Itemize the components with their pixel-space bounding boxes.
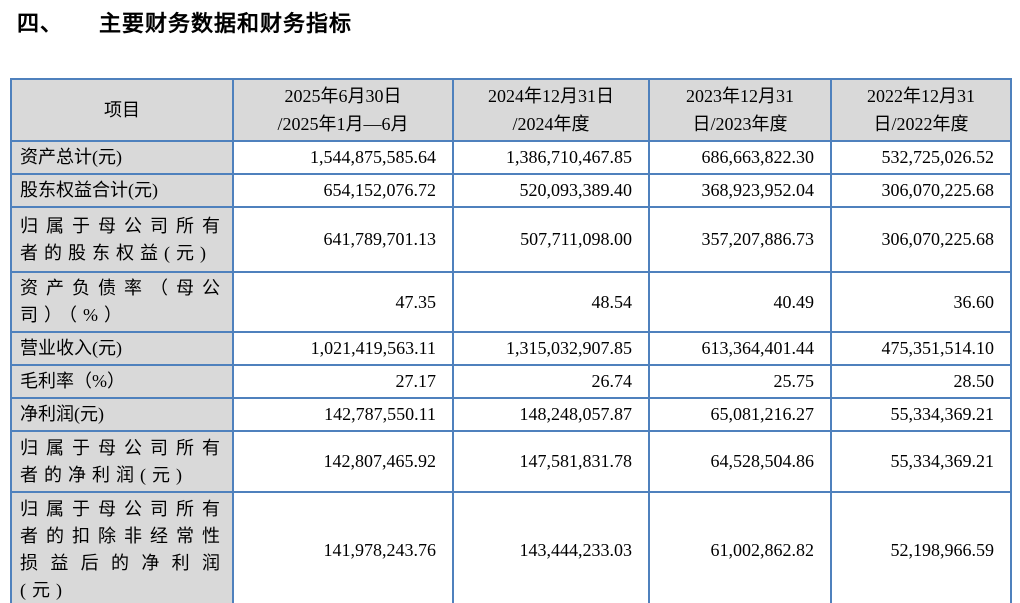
cell-value: 148,248,057.87 [452,397,650,432]
cell-value: 1,021,419,563.11 [232,331,454,366]
cell-value: 147,581,831.78 [452,430,650,493]
cell-value: 25.75 [648,364,832,399]
cell-value: 507,711,098.00 [452,206,650,273]
cell-value: 475,351,514.10 [830,331,1012,366]
row-label: 归属于母公司所有者的扣除非经常性损益后的净利润(元) [10,491,234,603]
table-row: 资产总计(元) 1,544,875,585.64 1,386,710,467.8… [10,140,1012,175]
cell-value: 686,663,822.30 [648,140,832,175]
cell-value: 641,789,701.13 [232,206,454,273]
cell-value: 40.49 [648,271,832,333]
table-row: 资产负债率（母公司）（%） 47.35 48.54 40.49 36.60 [10,271,1012,333]
cell-value: 306,070,225.68 [830,206,1012,273]
row-label: 资产负债率（母公司）（%） [10,271,234,333]
row-label: 股东权益合计(元) [10,173,234,208]
table-row: 净利润(元) 142,787,550.11 148,248,057.87 65,… [10,397,1012,432]
cell-value: 1,544,875,585.64 [232,140,454,175]
table-row: 营业收入(元) 1,021,419,563.11 1,315,032,907.8… [10,331,1012,366]
row-label: 归属于母公司所有者的净利润(元) [10,430,234,493]
column-header: 项目 [10,78,234,142]
table-row: 归属于母公司所有者的净利润(元) 142,807,465.92 147,581,… [10,430,1012,493]
cell-value: 55,334,369.21 [830,397,1012,432]
table-row: 毛利率（%） 27.17 26.74 25.75 28.50 [10,364,1012,399]
table-row: 归属于母公司所有者的股东权益(元) 641,789,701.13 507,711… [10,206,1012,273]
cell-value: 55,334,369.21 [830,430,1012,493]
cell-value: 654,152,076.72 [232,173,454,208]
column-header: 2022年12月31 日/2022年度 [830,78,1012,142]
row-label: 营业收入(元) [10,331,234,366]
cell-value: 26.74 [452,364,650,399]
cell-value: 48.54 [452,271,650,333]
cell-value: 27.17 [232,364,454,399]
column-header: 2023年12月31 日/2023年度 [648,78,832,142]
cell-value: 52,198,966.59 [830,491,1012,603]
cell-value: 1,315,032,907.85 [452,331,650,366]
cell-value: 613,364,401.44 [648,331,832,366]
row-label: 毛利率（%） [10,364,234,399]
cell-value: 520,093,389.40 [452,173,650,208]
section-title-text: 主要财务数据和财务指标 [99,11,353,36]
cell-value: 142,807,465.92 [232,430,454,493]
cell-value: 532,725,026.52 [830,140,1012,175]
financial-table: 项目 2025年6月30日 /2025年1月—6月 2024年12月31日 /2… [10,78,1012,603]
header-row: 项目 2025年6月30日 /2025年1月—6月 2024年12月31日 /2… [10,78,1012,142]
cell-value: 1,386,710,467.85 [452,140,650,175]
cell-value: 368,923,952.04 [648,173,832,208]
cell-value: 306,070,225.68 [830,173,1012,208]
cell-value: 28.50 [830,364,1012,399]
row-label: 资产总计(元) [10,140,234,175]
table-row: 归属于母公司所有者的扣除非经常性损益后的净利润(元) 141,978,243.7… [10,491,1012,603]
column-header: 2024年12月31日 /2024年度 [452,78,650,142]
row-label: 净利润(元) [10,397,234,432]
cell-value: 64,528,504.86 [648,430,832,493]
cell-value: 65,081,216.27 [648,397,832,432]
section-number: 四、 [17,11,64,36]
table-row: 股东权益合计(元) 654,152,076.72 520,093,389.40 … [10,173,1012,208]
row-label: 归属于母公司所有者的股东权益(元) [10,206,234,273]
cell-value: 143,444,233.03 [452,491,650,603]
section-title: 四、 主要财务数据和财务指标 [17,6,352,38]
cell-value: 357,207,886.73 [648,206,832,273]
column-header: 2025年6月30日 /2025年1月—6月 [232,78,454,142]
cell-value: 36.60 [830,271,1012,333]
cell-value: 142,787,550.11 [232,397,454,432]
cell-value: 61,002,862.82 [648,491,832,603]
cell-value: 47.35 [232,271,454,333]
cell-value: 141,978,243.76 [232,491,454,603]
